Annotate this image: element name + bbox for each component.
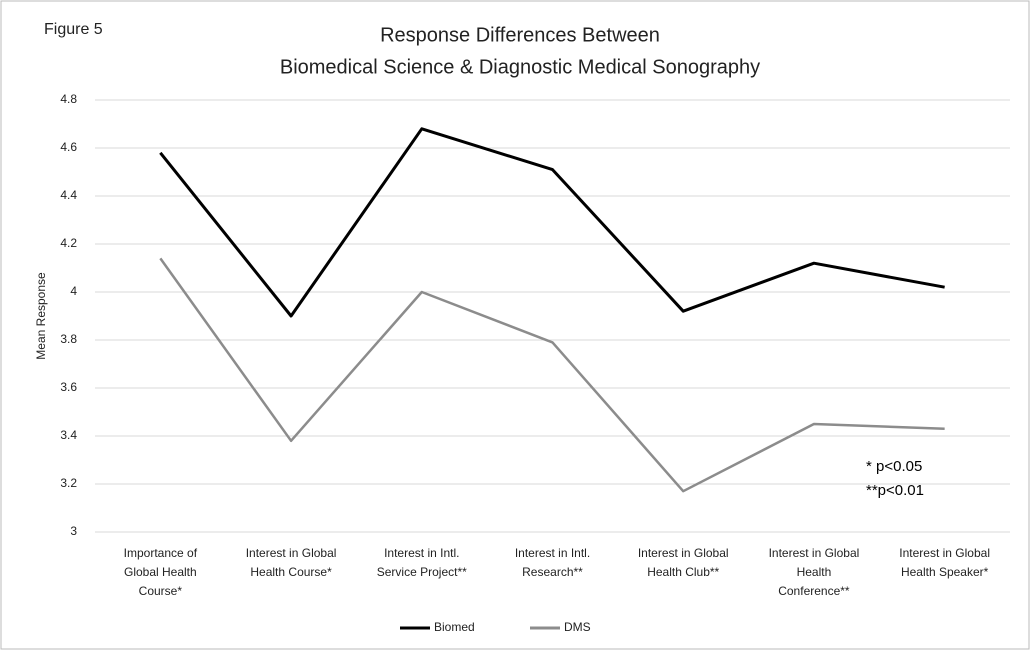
annotation: **p<0.01 (866, 482, 924, 499)
y-tick-label: 3 (70, 524, 77, 538)
x-tick-label: Interest in Global Health Course* (246, 546, 337, 579)
legend-label: DMS (564, 620, 591, 634)
y-tick-label: 3.4 (60, 428, 77, 442)
y-tick-label: 4.2 (60, 236, 77, 250)
y-tick-label: 4 (70, 284, 77, 298)
x-tick-label: Interest in Intl. Service Project** (377, 546, 467, 579)
y-tick-label: 3.6 (60, 380, 77, 394)
x-tick-label: Interest in Global Health Conference** (769, 546, 860, 598)
y-tick-label: 4.8 (60, 92, 77, 106)
x-tick-label: Interest in Global Health Club** (638, 546, 729, 579)
x-tick-label: Importance of Global Health Course* (124, 546, 198, 598)
annotation: * p<0.05 (866, 458, 922, 475)
y-tick-label: 4.4 (60, 188, 77, 202)
y-tick-label: 3.8 (60, 332, 77, 346)
x-tick-label: Interest in Intl. Research** (515, 546, 590, 579)
y-tick-label: 3.2 (60, 476, 77, 490)
series-line (159, 127, 945, 318)
x-tick-label: Interest in Global Health Speaker* (899, 546, 990, 579)
series-line (159, 257, 945, 493)
legend-label: Biomed (434, 620, 475, 634)
y-tick-label: 4.6 (60, 140, 77, 154)
chart-title: Response Differences Between (380, 24, 660, 46)
y-axis-label: Mean Response (34, 272, 48, 360)
figure-label: Figure 5 (44, 21, 103, 38)
chart-title: Biomedical Science & Diagnostic Medical … (280, 56, 760, 78)
